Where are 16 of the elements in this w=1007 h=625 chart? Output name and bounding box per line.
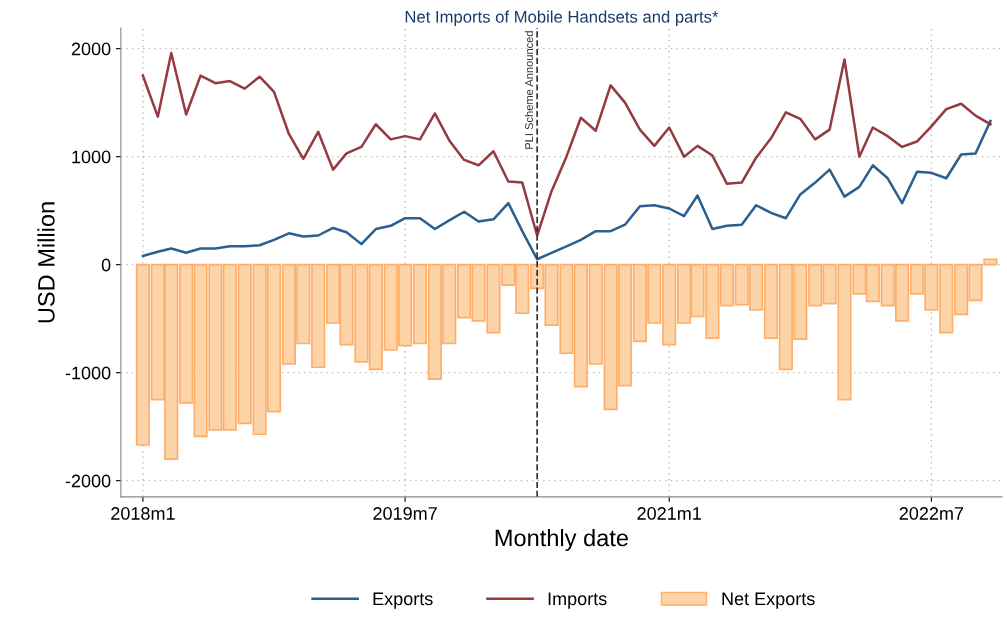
legend-label: Net Exports (722, 592, 815, 609)
ref-line-label: PLI Scheme Announced (524, 31, 534, 149)
legend-label: Imports (548, 592, 607, 609)
legend-label: Exports (373, 592, 433, 609)
y-tick-label: -2000 (65, 474, 111, 488)
x-axis-title: Monthly date (495, 528, 628, 551)
y-axis-title: USD Million (37, 202, 55, 323)
x-tick-label: 2018m1 (111, 507, 175, 520)
chart-title: Net Imports of Mobile Handsets and parts* (405, 10, 719, 27)
y-tick-label: 2000 (71, 42, 111, 56)
y-tick-label: 1000 (72, 150, 111, 164)
x-tick-label: 2021m1 (637, 507, 701, 520)
x-tick-label: 2022m7 (899, 507, 964, 520)
y-tick-label: -1000 (65, 366, 111, 380)
y-tick-label: 0 (101, 258, 111, 272)
x-tick-label: 2019m7 (373, 507, 437, 520)
